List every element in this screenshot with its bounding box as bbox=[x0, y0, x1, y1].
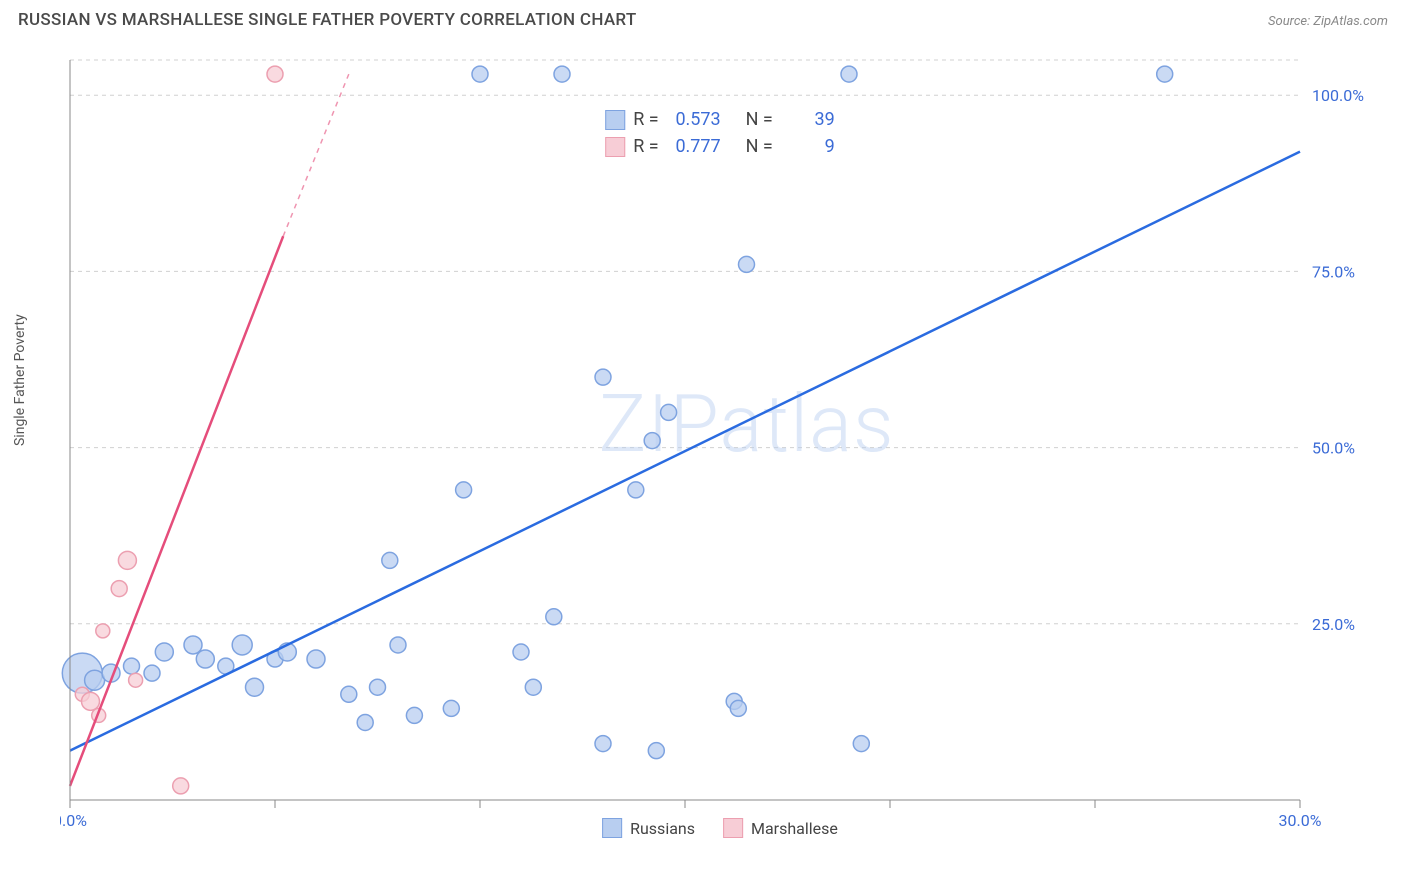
scatter-chart: ZIPatlas 0.0% 30.0% 25.0% 50.0% 75.0% 100.0% bbox=[60, 50, 1380, 840]
svg-text:ZIPatlas: ZIPatlas bbox=[598, 377, 894, 471]
correlation-legend: R = 0.573 N = 39R = 0.777 N = 9 bbox=[605, 106, 835, 160]
chart-container: ZIPatlas 0.0% 30.0% 25.0% 50.0% 75.0% 100.0% R… bbox=[60, 50, 1380, 840]
r-value: 0.573 bbox=[667, 106, 721, 133]
svg-text:50.0%: 50.0% bbox=[1312, 439, 1355, 458]
svg-text:75.0%: 75.0% bbox=[1312, 262, 1355, 281]
svg-text:30.0%: 30.0% bbox=[1279, 811, 1322, 830]
svg-text:100.0%: 100.0% bbox=[1312, 86, 1364, 105]
svg-text:25.0%: 25.0% bbox=[1312, 615, 1355, 634]
legend-swatch bbox=[602, 818, 622, 838]
legend-label: Marshallese bbox=[751, 819, 838, 838]
series-swatch bbox=[605, 137, 625, 157]
n-value: 9 bbox=[781, 133, 835, 160]
correlation-row: R = 0.777 N = 9 bbox=[605, 133, 835, 160]
r-label: R = bbox=[633, 133, 658, 160]
correlation-row: R = 0.573 N = 39 bbox=[605, 106, 835, 133]
legend-swatch bbox=[723, 818, 743, 838]
n-label: N = bbox=[746, 133, 773, 160]
svg-text:0.0%: 0.0% bbox=[60, 811, 87, 830]
chart-title: RUSSIAN VS MARSHALLESE SINGLE FATHER POV… bbox=[18, 10, 637, 30]
r-value: 0.777 bbox=[667, 133, 721, 160]
series-legend: Russians Marshallese bbox=[602, 818, 838, 838]
n-value: 39 bbox=[781, 106, 835, 133]
y-axis-label: Single Father Poverty bbox=[12, 314, 28, 446]
r-label: R = bbox=[633, 106, 658, 133]
legend-item: Marshallese bbox=[723, 818, 838, 838]
source-label: Source: ZipAtlas.com bbox=[1268, 14, 1388, 29]
series-swatch bbox=[605, 110, 625, 130]
legend-item: Russians bbox=[602, 818, 695, 838]
n-label: N = bbox=[746, 106, 773, 133]
legend-label: Russians bbox=[630, 819, 695, 838]
